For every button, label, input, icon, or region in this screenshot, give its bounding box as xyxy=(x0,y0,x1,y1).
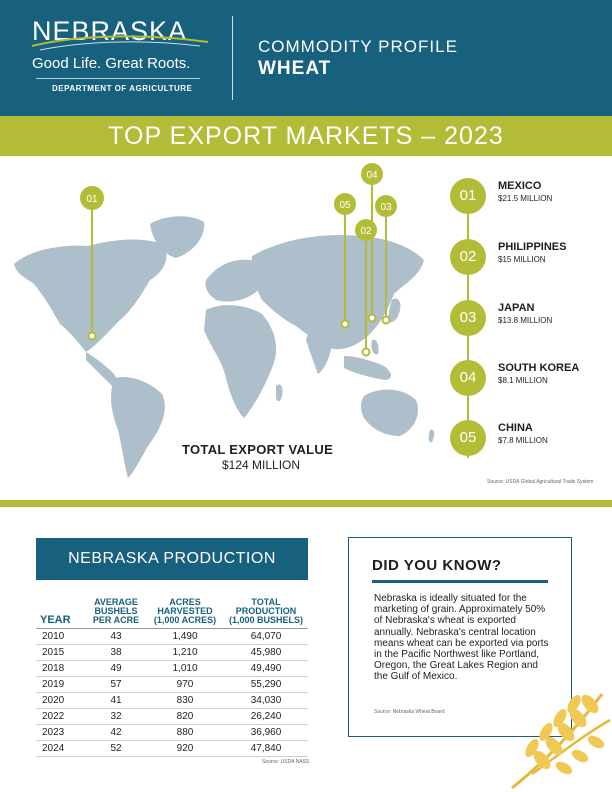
pin-label-01: 01 xyxy=(86,194,98,205)
table-row: 2010 43 1,490 64,070 xyxy=(36,628,308,645)
table-row: 2023 42 880 36,960 xyxy=(36,724,308,741)
pin-label-04: 04 xyxy=(366,170,378,181)
header-divider xyxy=(232,16,233,100)
market-item-japan: 03 JAPAN $13.8 MILLION xyxy=(450,300,610,350)
market-number-02: 02 xyxy=(450,239,486,275)
map-pin-mexico: 01 xyxy=(80,186,104,341)
map-philippines xyxy=(371,339,379,355)
column-header-bushels: AVERAGE BUSHELS PER ACRE xyxy=(86,598,146,629)
table-row: 2024 52 920 47,840 xyxy=(36,740,308,757)
profile-label: COMMODITY PROFILE xyxy=(258,37,458,56)
table-row: 2019 57 970 55,290 xyxy=(36,676,308,693)
did-you-know-title: DID YOU KNOW? xyxy=(372,557,502,574)
map-pin-japan: 03 xyxy=(375,195,397,325)
section-divider xyxy=(0,500,612,507)
map-pin-philippines: 02 xyxy=(355,219,377,357)
production-title: NEBRASKA PRODUCTION xyxy=(68,550,276,567)
market-item-china: 05 CHINA $7.8 MILLION xyxy=(450,420,610,470)
market-number-04: 04 xyxy=(450,360,486,396)
map-central-america xyxy=(86,352,117,386)
production-source: Source: USDA NASS xyxy=(262,759,310,765)
department-name: DEPARTMENT OF AGRICULTURE xyxy=(52,84,193,93)
map-africa xyxy=(204,305,277,418)
pin-label-05: 05 xyxy=(339,200,351,211)
market-value: $13.8 MILLION xyxy=(498,316,553,325)
export-source: Source: USDA Global Agricultural Trade S… xyxy=(487,479,594,485)
table-row: 2015 38 1,210 45,980 xyxy=(36,644,308,661)
market-name: SOUTH KOREA xyxy=(498,362,580,374)
market-name: PHILIPPINES xyxy=(498,241,567,253)
world-map-landmass xyxy=(14,216,435,478)
map-new-zealand xyxy=(428,429,435,443)
map-pin-china: 05 xyxy=(334,193,356,329)
map-india xyxy=(306,328,332,374)
market-value: $8.1 MILLION xyxy=(498,376,548,385)
map-europe xyxy=(205,259,262,302)
did-you-know-box xyxy=(348,537,572,737)
map-south-america xyxy=(111,376,165,478)
logo-divider xyxy=(36,78,200,79)
market-name: JAPAN xyxy=(498,302,535,314)
table-row: 2020 41 830 34,030 xyxy=(36,692,308,709)
pin-label-02: 02 xyxy=(360,226,372,237)
market-item-philippines: 02 PHILIPPINES $15 MILLION xyxy=(450,239,610,289)
market-value: $21.5 MILLION xyxy=(498,194,553,203)
market-number-03: 03 xyxy=(450,300,486,336)
market-value: $15 MILLION xyxy=(498,255,546,264)
did-you-know-text: Nebraska is ideally situated for the mar… xyxy=(374,593,549,683)
header-band: NEBRASKA Good Life. Great Roots. DEPARTM… xyxy=(0,0,612,116)
table-row: 2018 49 1,010 49,490 xyxy=(36,660,308,677)
market-name: MEXICO xyxy=(498,180,542,192)
market-name: CHINA xyxy=(498,422,533,434)
production-table: YEAR AVERAGE BUSHELS PER ACRE ACRES HARV… xyxy=(36,598,308,757)
column-header-acres: ACRES HARVESTED (1,000 ACRES) xyxy=(146,598,224,629)
map-asia xyxy=(251,234,424,350)
map-north-america xyxy=(14,239,167,352)
table-row: 2022 32 820 26,240 xyxy=(36,708,308,725)
commodity-name: WHEAT xyxy=(258,58,332,79)
market-item-south-korea: 04 SOUTH KOREA $8.1 MILLION xyxy=(450,360,610,410)
column-header-year: YEAR xyxy=(36,598,86,629)
production-header: NEBRASKA PRODUCTION xyxy=(36,538,308,580)
total-export-label: TOTAL EXPORT VALUE xyxy=(182,442,334,457)
logo-tagline: Good Life. Great Roots. xyxy=(32,55,191,72)
market-item-mexico: 01 MEXICO $21.5 MILLION xyxy=(450,178,610,228)
market-value: $7.8 MILLION xyxy=(498,436,548,445)
market-number-01: 01 xyxy=(450,178,486,214)
map-madagascar xyxy=(276,384,283,402)
total-export-value: $124 MILLION xyxy=(222,458,301,472)
banner-title: TOP EXPORT MARKETS – 2023 xyxy=(108,122,504,150)
did-you-know-rule xyxy=(372,580,548,583)
column-header-total: TOTAL PRODUCTION (1,000 BUSHELS) xyxy=(224,598,308,629)
pin-label-03: 03 xyxy=(380,202,392,213)
map-pin-south-korea: 04 xyxy=(361,163,383,323)
export-banner: TOP EXPORT MARKETS – 2023 xyxy=(0,116,612,156)
map-southeast-asia xyxy=(344,356,392,380)
map-japan xyxy=(388,298,401,323)
table-header-row: YEAR AVERAGE BUSHELS PER ACRE ACRES HARV… xyxy=(36,598,308,629)
map-greenland xyxy=(150,216,205,258)
world-map: 01 05 04 02 03 xyxy=(14,163,435,478)
map-australia xyxy=(361,389,419,436)
market-number-05: 05 xyxy=(450,420,486,456)
logo-swoosh-icon xyxy=(31,35,209,51)
wheat-icon xyxy=(511,693,611,790)
did-you-know-source: Source: Nebraska Wheat Board xyxy=(374,709,445,715)
